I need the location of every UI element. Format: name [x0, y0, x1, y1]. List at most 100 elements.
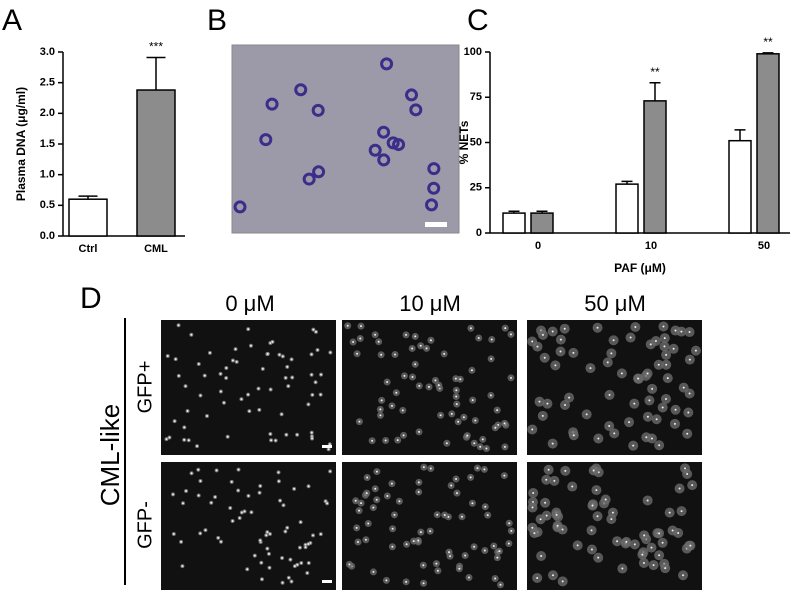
nucleus-core	[510, 529, 513, 532]
nucleus-core	[187, 439, 190, 442]
nucleus-core	[476, 467, 479, 470]
row-label: GFP+	[134, 361, 156, 414]
nucleus-core	[658, 554, 661, 557]
nucleus-core	[652, 564, 655, 567]
nucleus-core	[172, 532, 175, 535]
nucleus-core	[671, 529, 674, 532]
nucleus-core	[666, 377, 669, 380]
nucleus-core	[471, 399, 474, 402]
nucleus-core	[473, 442, 476, 445]
nucleus-core	[504, 327, 507, 330]
nucleus-core	[648, 399, 651, 402]
nucleus-core	[177, 374, 180, 377]
nucleus-core	[306, 572, 309, 575]
y-tick-label: 2.5	[40, 77, 55, 89]
nucleus-core	[352, 340, 355, 343]
nucleus-core	[180, 540, 183, 543]
nucleus-core	[418, 430, 421, 433]
cell	[302, 172, 316, 186]
nucleus-core	[312, 534, 315, 537]
bar	[728, 139, 752, 234]
significance-marker: **	[763, 35, 773, 49]
nucleus-core	[250, 511, 253, 514]
nucleus-core	[307, 561, 310, 564]
nucleus-core	[536, 345, 539, 348]
cell	[233, 200, 247, 214]
error-bar	[762, 52, 774, 54]
y-tick-label: 50	[470, 136, 482, 148]
nucleus-core	[386, 381, 389, 384]
nucleus-core	[358, 509, 361, 512]
nucleus-core	[427, 385, 430, 388]
micrograph	[342, 320, 517, 455]
nucleus-core	[197, 362, 200, 365]
nucleus-core	[642, 561, 645, 564]
nucleus-core	[643, 534, 646, 537]
nucleus-core	[237, 468, 240, 471]
nucleus-core	[356, 352, 359, 355]
nucleus-core	[219, 372, 222, 375]
nucleus-core	[266, 547, 269, 550]
nucleus-core	[674, 408, 677, 411]
nucleus-core	[531, 501, 534, 504]
nucleus-core	[286, 365, 289, 368]
nucleus-core	[417, 490, 420, 493]
nucleus-core	[234, 348, 237, 351]
micrograph	[161, 462, 336, 590]
nucleus-core	[545, 514, 548, 517]
error-bar	[649, 82, 661, 101]
bar	[68, 198, 108, 237]
nucleus-core	[434, 379, 437, 382]
y-tick-label: 1.0	[40, 169, 55, 181]
nucleus-core	[304, 543, 307, 546]
nucleus-core	[307, 403, 310, 406]
nucleus-core	[554, 364, 557, 367]
nucleus-core	[199, 479, 202, 482]
nucleus-core	[661, 541, 664, 544]
error-bar	[536, 210, 548, 214]
nucleus-core	[277, 471, 280, 474]
panel-label: B	[207, 4, 227, 37]
nucleus-core	[628, 421, 631, 424]
nucleus-core	[246, 568, 249, 571]
nucleus-core	[393, 353, 396, 356]
nucleus-core	[507, 542, 510, 545]
nucleus-core	[541, 333, 544, 336]
nucleus-core	[377, 340, 380, 343]
scale-bar	[425, 222, 447, 227]
nucleus-core	[654, 340, 657, 343]
micrograph	[527, 320, 702, 455]
nucleus-core	[688, 358, 691, 361]
nucleus-core	[540, 554, 543, 557]
nucleus-core	[190, 333, 193, 336]
nucleus-core	[597, 556, 600, 559]
nucleus-core	[509, 333, 512, 336]
nucleus-core	[556, 524, 559, 527]
nucleus-core	[185, 489, 188, 492]
y-tick-label: 0	[476, 227, 482, 239]
nucleus-core	[366, 476, 369, 479]
nucleus-core	[471, 502, 474, 505]
nucleus-core	[621, 567, 624, 570]
nucleus-core	[222, 401, 225, 404]
nucleus-core	[665, 353, 668, 356]
nucleus-core	[395, 391, 398, 394]
nucleus-core	[455, 395, 458, 398]
micrograph	[161, 320, 336, 455]
nucleus-core	[190, 472, 193, 475]
nucleus-core	[247, 328, 250, 331]
nucleus-core	[329, 351, 332, 354]
nucleus-core	[258, 491, 261, 494]
scale-bar	[322, 580, 332, 583]
nucleus-core	[561, 528, 564, 531]
y-tick-label: 100	[464, 46, 482, 58]
nucleus-core	[214, 496, 217, 499]
nucleus-core	[405, 580, 408, 583]
nucleus-core	[688, 331, 691, 334]
nucleus-core	[680, 510, 683, 513]
nucleus-core	[496, 556, 499, 559]
nucleus-core	[270, 439, 273, 442]
cell	[380, 57, 394, 71]
error-bar	[146, 56, 166, 91]
nucleus-core	[460, 515, 463, 518]
